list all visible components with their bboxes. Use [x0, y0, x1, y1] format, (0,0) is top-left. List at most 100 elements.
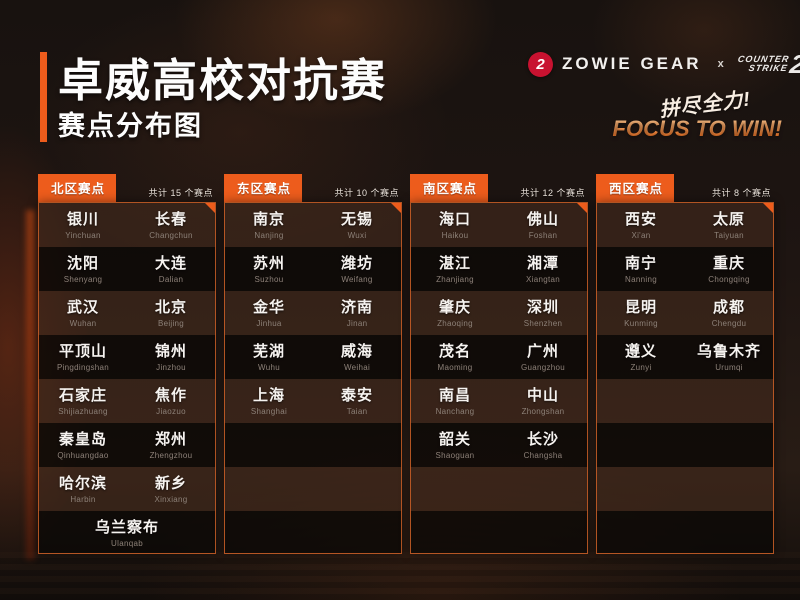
region-panel-south: 南区赛点 共计 12 个赛点 海口 Haikou 佛山 Foshan 湛江 Zhanjia…: [410, 174, 588, 554]
city-name: 泰安: [340, 387, 373, 404]
city-pinyin: Zhanjiang: [436, 275, 474, 284]
city-name: 南京: [252, 211, 285, 228]
city-name: 重庆: [712, 255, 745, 272]
city-pinyin: Maoming: [437, 363, 473, 372]
city-cell: 湛江 Zhanjiang: [411, 247, 499, 291]
city-name: 潍坊: [340, 255, 373, 272]
city-row: 平顶山 Pingdingshan 锦州 Jinzhou: [39, 335, 215, 379]
city-cell: 郑州 Zhengzhou: [127, 423, 215, 467]
city-name: 湘潭: [526, 255, 559, 272]
city-cell: 成都 Chengdu: [685, 291, 773, 335]
city-row: 肇庆 Zhaoqing 深圳 Shenzhen: [411, 291, 587, 335]
city-name: 芜湖: [252, 343, 285, 360]
city-pinyin: Jinhua: [256, 319, 282, 328]
city-cell: 广州 Guangzhou: [499, 335, 587, 379]
city-pinyin: Harbin: [70, 495, 96, 504]
city-cell: 平顶山 Pingdingshan: [39, 335, 127, 379]
city-row: 乌兰察布 Ulanqab: [39, 511, 215, 555]
city-name: 哈尔滨: [58, 475, 107, 492]
city-cell: 无锡 Wuxi: [313, 203, 401, 247]
city-name: 成都: [712, 299, 745, 316]
region-panels: 北区赛点 共计 15 个赛点 银川 Yinchuan 长春 Changchun 沈阳 Sh…: [38, 174, 774, 554]
city-list: 南京 Nanjing 无锡 Wuxi 苏州 Suzhou 潍坊 Weifang 金华 Jinhua…: [225, 203, 401, 423]
city-name: 肇庆: [438, 299, 471, 316]
city-name: 郑州: [154, 431, 187, 448]
region-panel-north: 北区赛点 共计 15 个赛点 银川 Yinchuan 长春 Changchun 沈阳 Sh…: [38, 174, 216, 554]
background-orange-streak: [26, 210, 35, 560]
city-cell: 大连 Dalian: [127, 247, 215, 291]
city-row: 石家庄 Shijiazhuang 焦作 Jiaozuo: [39, 379, 215, 423]
city-pinyin: Zunyi: [630, 363, 652, 372]
city-name: 苏州: [252, 255, 285, 272]
city-cell: 深圳 Shenzhen: [499, 291, 587, 335]
city-pinyin: Pingdingshan: [56, 363, 110, 372]
city-pinyin: Dalian: [158, 275, 184, 284]
corner-notch-icon: [577, 203, 587, 213]
city-cell: 遵义 Zunyi: [597, 335, 685, 379]
city-pinyin: Jinzhou: [156, 363, 186, 372]
city-cell: 威海 Weihai: [313, 335, 401, 379]
city-pinyin: Shaoguan: [435, 451, 475, 460]
city-pinyin: Ulanqab: [111, 539, 143, 548]
city-pinyin: Chengdu: [711, 319, 747, 328]
city-name: 石家庄: [58, 387, 107, 404]
city-list: 海口 Haikou 佛山 Foshan 湛江 Zhanjiang 湘潭 Xiangtan 肇庆 Z…: [411, 203, 587, 467]
panel-body: 南京 Nanjing 无锡 Wuxi 苏州 Suzhou 潍坊 Weifang 金华 Jinhua…: [224, 202, 402, 554]
city-row: 南昌 Nanchang 中山 Zhongshan: [411, 379, 587, 423]
city-name: 上海: [252, 387, 285, 404]
panel-count: 共计 10 个赛点: [334, 188, 399, 198]
panel-header: 南区赛点 共计 12 个赛点: [410, 174, 588, 202]
city-row: 芜湖 Wuhu 威海 Weihai: [225, 335, 401, 379]
panel-body: 海口 Haikou 佛山 Foshan 湛江 Zhanjiang 湘潭 Xiangtan 肇庆 Z…: [410, 202, 588, 554]
city-name: 无锡: [340, 211, 373, 228]
region-panel-west: 西区赛点 共计 8 个赛点 西安 Xi'an 太原 Taiyuan 南宁 Nanning 重…: [596, 174, 774, 554]
panel-label: 南区赛点: [410, 174, 489, 202]
city-cell: 韶关 Shaoguan: [411, 423, 499, 467]
city-list: 西安 Xi'an 太原 Taiyuan 南宁 Nanning 重庆 Chongqing 昆明 Ku…: [597, 203, 773, 379]
zowie-logo-text: ZOWIE GEAR: [562, 54, 702, 73]
panel-label: 北区赛点: [38, 174, 117, 202]
city-name: 大连: [154, 255, 187, 272]
city-pinyin: Wuhu: [258, 363, 280, 372]
city-name: 南昌: [438, 387, 471, 404]
city-cell: 石家庄 Shijiazhuang: [39, 379, 127, 423]
city-name: 济南: [340, 299, 373, 316]
city-cell: 哈尔滨 Harbin: [39, 467, 127, 511]
panel-count: 共计 12 个赛点: [520, 188, 585, 198]
city-pinyin: Jinan: [346, 319, 368, 328]
panel-header: 北区赛点 共计 15 个赛点: [38, 174, 216, 202]
title-accent-bar: [40, 52, 47, 142]
city-row: 苏州 Suzhou 潍坊 Weifang: [225, 247, 401, 291]
city-pinyin: Nanchang: [435, 407, 475, 416]
city-cell: 银川 Yinchuan: [39, 203, 127, 247]
city-row: 茂名 Maoming 广州 Guangzhou: [411, 335, 587, 379]
city-cell: 北京 Beijing: [127, 291, 215, 335]
city-row: 金华 Jinhua 济南 Jinan: [225, 291, 401, 335]
city-cell: 太原 Taiyuan: [685, 203, 773, 247]
zowie-logo-icon: 2: [528, 51, 553, 77]
city-pinyin: Wuxi: [347, 231, 367, 240]
panel-body: 西安 Xi'an 太原 Taiyuan 南宁 Nanning 重庆 Chongqing 昆明 Ku…: [596, 202, 774, 554]
city-name: 茂名: [438, 343, 471, 360]
page-subtitle: 赛点分布图: [58, 111, 203, 141]
city-name: 南宁: [624, 255, 657, 272]
city-row: 遵义 Zunyi 乌鲁木齐 Urumqi: [597, 335, 773, 379]
city-cell: 南宁 Nanning: [597, 247, 685, 291]
city-cell: 苏州 Suzhou: [225, 247, 313, 291]
city-name: 焦作: [154, 387, 187, 404]
city-pinyin: Nanning: [625, 275, 657, 284]
city-pinyin: Kunming: [624, 319, 658, 328]
city-cell: 南京 Nanjing: [225, 203, 313, 247]
city-name: 锦州: [154, 343, 187, 360]
city-pinyin: Shenzhen: [523, 319, 563, 328]
page-title: 卓威高校对抗赛: [58, 55, 388, 106]
city-row: 湛江 Zhanjiang 湘潭 Xiangtan: [411, 247, 587, 291]
city-cell: 乌兰察布 Ulanqab: [39, 511, 215, 555]
city-name: 乌兰察布: [94, 519, 159, 536]
panel-count: 共计 8 个赛点: [711, 188, 771, 198]
city-pinyin: Zhaoqing: [437, 319, 473, 328]
panel-body: 银川 Yinchuan 长春 Changchun 沈阳 Shenyang 大连 Dalian 武…: [38, 202, 216, 554]
city-pinyin: Beijing: [157, 319, 185, 328]
city-name: 长沙: [526, 431, 559, 448]
city-name: 遵义: [624, 343, 657, 360]
